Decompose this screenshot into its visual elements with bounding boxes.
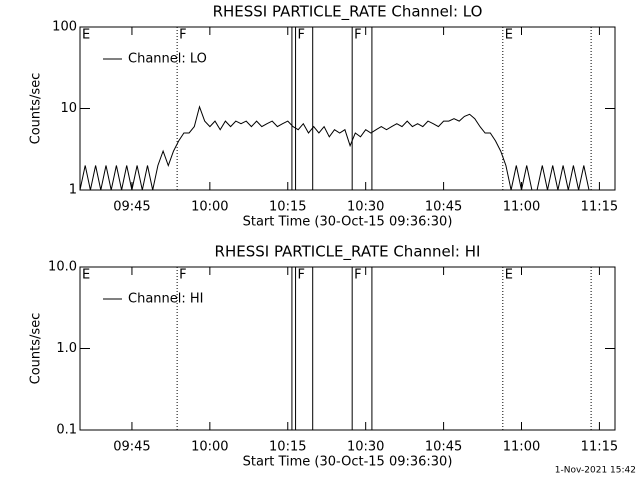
legend-label: Channel: HI: [128, 292, 204, 307]
y-tick-label: 10.0: [48, 260, 77, 275]
flag-label: F: [298, 28, 305, 43]
y-tick-label: 1.0: [56, 341, 77, 356]
y-tick-label: 1: [69, 183, 77, 198]
flag-label: F: [298, 268, 305, 283]
x-tick-label: 10:00: [191, 200, 228, 215]
x-tick-label: 10:45: [425, 200, 462, 215]
x-tick-label: 10:30: [347, 200, 384, 215]
x-axis-label: Start Time (30-Oct-15 09:36:30): [243, 455, 453, 470]
flag-label: F: [354, 28, 361, 43]
x-tick-label: 11:00: [503, 440, 540, 455]
data-line: [79, 105, 590, 191]
flag-label: F: [179, 268, 186, 283]
legend-label: Channel: LO: [128, 52, 207, 67]
x-tick-label: 10:15: [269, 200, 306, 215]
x-tick-label: 09:45: [113, 440, 150, 455]
x-tick-label: 10:45: [425, 440, 462, 455]
x-tick-label: 10:30: [347, 440, 384, 455]
flag-label: E: [505, 268, 513, 283]
flag-label: E: [505, 28, 513, 43]
y-axis-label: Counts/sec: [29, 313, 44, 385]
flag-label: E: [82, 28, 90, 43]
x-tick-label: 11:00: [503, 200, 540, 215]
x-tick-label: 09:45: [113, 200, 150, 215]
x-axis-label: Start Time (30-Oct-15 09:36:30): [243, 215, 453, 230]
y-tick-label: 100: [52, 20, 77, 35]
chart-title: RHESSI PARTICLE_RATE Channel: LO: [213, 3, 483, 22]
chart-title: RHESSI PARTICLE_RATE Channel: HI: [215, 243, 481, 262]
y-tick-label: 0.1: [56, 423, 77, 438]
flag-label: E: [82, 268, 90, 283]
y-tick-label: 10: [60, 101, 77, 116]
x-tick-label: 10:00: [191, 440, 228, 455]
footer: 1-Nov-2021 15:42: [555, 466, 636, 476]
x-tick-label: 11:15: [581, 440, 618, 455]
y-axis-label: Counts/sec: [29, 73, 44, 145]
x-tick-label: 10:15: [269, 440, 306, 455]
x-tick-label: 11:15: [581, 200, 618, 215]
flag-label: F: [354, 268, 361, 283]
flag-label: F: [179, 28, 186, 43]
